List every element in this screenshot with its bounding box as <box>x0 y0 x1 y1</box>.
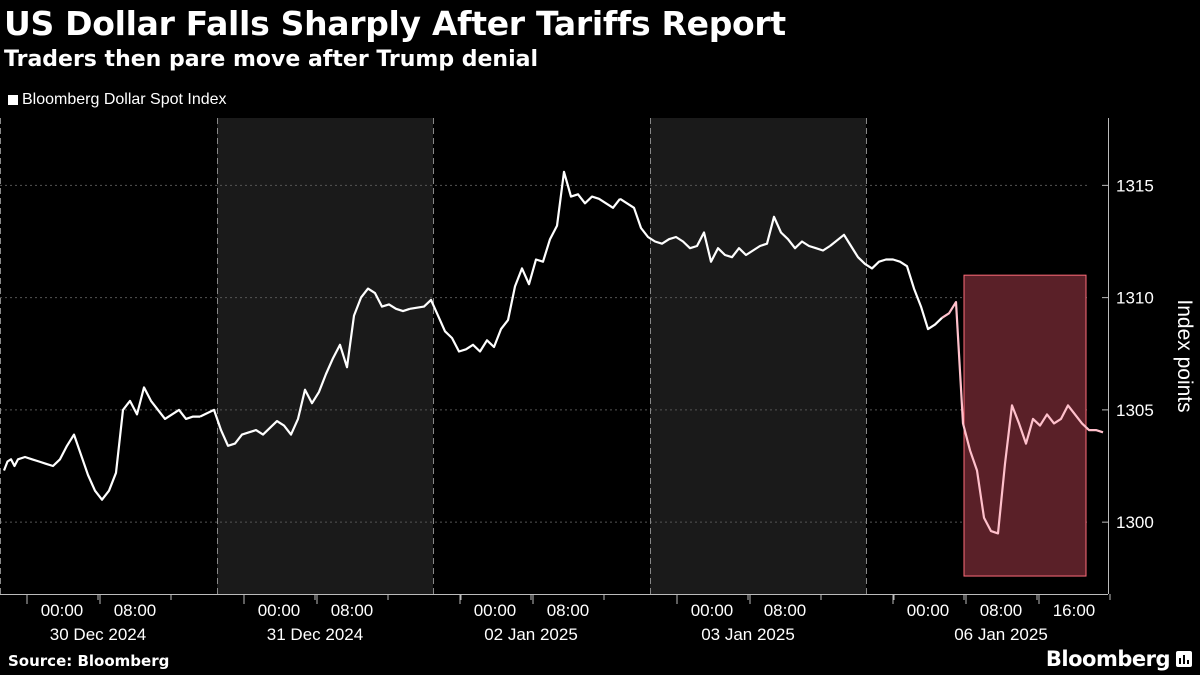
highlight-box <box>963 274 1087 577</box>
series-line <box>2 386 200 501</box>
x-tick-label: 00:00 <box>258 601 301 620</box>
series-line <box>409 170 621 353</box>
x-tick-label: 08:00 <box>764 601 807 620</box>
x-tick-label: 08:00 <box>114 601 157 620</box>
x-tick-label: 00:00 <box>907 601 950 620</box>
x-session-label: 02 Jan 2025 <box>484 625 578 644</box>
x-tick-label: 16:00 <box>1053 601 1096 620</box>
y-axis-label: Index points <box>1173 299 1196 412</box>
chart-title: US Dollar Falls Sharply After Tariffs Re… <box>4 4 786 43</box>
x-session-label: 30 Dec 2024 <box>50 625 146 644</box>
x-tick-label: 08:00 <box>547 601 590 620</box>
x-tick-label: 08:00 <box>980 601 1023 620</box>
x-tick-label: 00:00 <box>474 601 517 620</box>
brand-name: Bloomberg <box>1045 647 1171 671</box>
legend: Bloomberg Dollar Spot Index <box>8 90 227 110</box>
legend-label: Bloomberg Dollar Spot Index <box>22 91 227 108</box>
x-session-label: 03 Jan 2025 <box>701 625 795 644</box>
x-session-label: 31 Dec 2024 <box>267 625 363 644</box>
y-tick-label: 1300 <box>1116 513 1154 532</box>
x-tick-label: 00:00 <box>691 601 734 620</box>
x-tick-label: 08:00 <box>331 601 374 620</box>
x-session-label: 06 Jan 2025 <box>954 625 1048 644</box>
source-note: Source: Bloomberg <box>8 652 170 670</box>
legend-swatch <box>8 95 18 105</box>
bar-chart-icon <box>1176 651 1192 667</box>
y-tick-label: 1315 <box>1116 176 1154 195</box>
highlighted-series-line <box>941 301 1104 535</box>
shaded-session-band <box>650 118 866 594</box>
brand-logo: Bloomberg <box>1046 645 1192 673</box>
series-line <box>199 287 411 447</box>
chart-subtitle: Traders then pare move after Trump denia… <box>4 47 539 72</box>
series-line <box>829 233 943 331</box>
series-line <box>619 197 831 263</box>
x-tick-label: 00:00 <box>41 601 84 620</box>
shaded-session-band <box>217 118 433 594</box>
y-tick-label: 1305 <box>1116 401 1154 420</box>
y-tick-label: 1310 <box>1116 289 1154 308</box>
